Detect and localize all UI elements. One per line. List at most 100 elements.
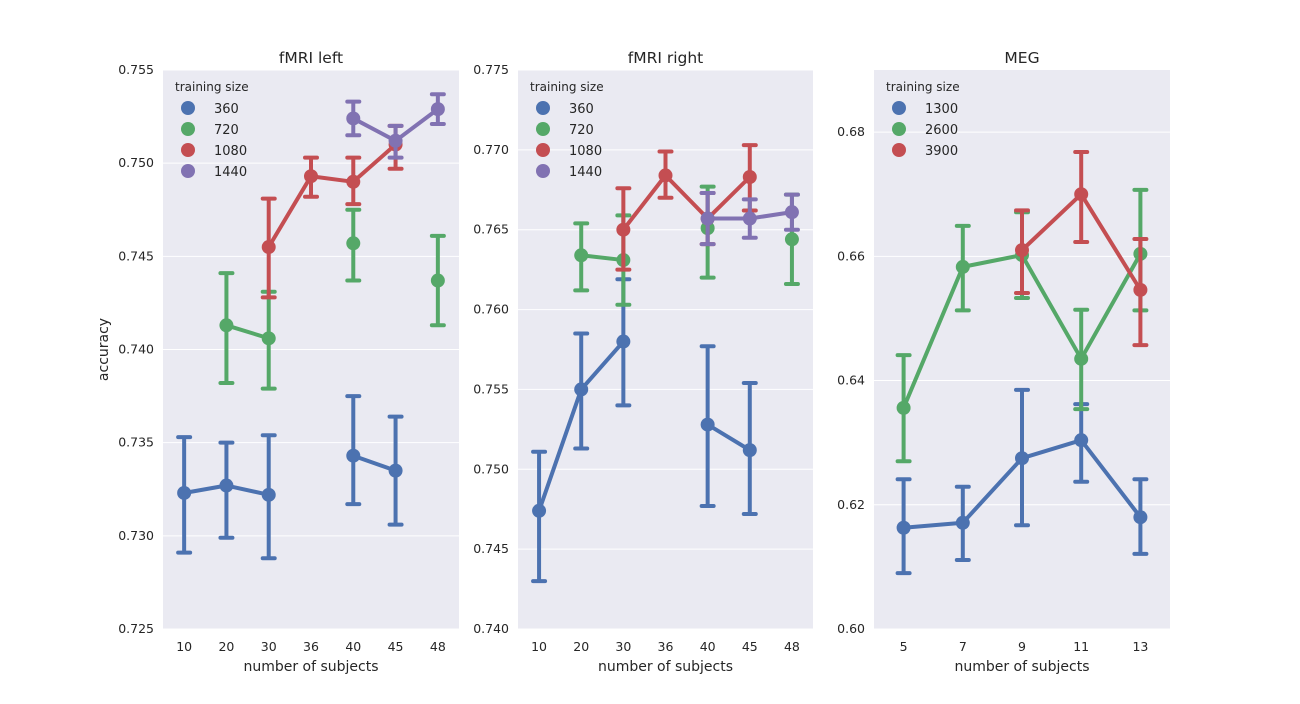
data-point (219, 478, 234, 493)
x-tick-labels: 5 7 9 11 13 (900, 639, 1149, 654)
x-tick-label: 45 (388, 639, 404, 654)
legend-marker (536, 143, 550, 157)
data-point (346, 174, 361, 189)
panel-title: fMRI right (628, 49, 704, 67)
legend-marker (181, 122, 195, 136)
legend-marker (892, 143, 906, 157)
legend-item-1080: 1080 (536, 143, 602, 159)
y-tick-label: 0.66 (837, 248, 865, 263)
x-tick-label: 48 (784, 639, 800, 654)
data-point (261, 487, 276, 502)
y-tick-label: 0.755 (118, 62, 154, 77)
y-tick-label: 0.760 (473, 302, 509, 317)
y-tick-label: 0.725 (118, 621, 154, 636)
legend-label: 1440 (569, 165, 602, 180)
y-tick-labels: 0.725 0.730 0.735 0.740 0.745 0.750 0.755 (118, 62, 154, 636)
legend-item-1440: 1440 (536, 164, 602, 180)
panel-title: MEG (1004, 49, 1039, 67)
legend-label: 1080 (569, 144, 602, 159)
data-point (1015, 243, 1029, 258)
data-point (388, 133, 403, 148)
legend-item-720: 720 (536, 122, 594, 138)
data-point (896, 400, 911, 415)
legend-label: 1080 (214, 144, 247, 159)
series-line (351, 453, 398, 473)
legend-item-360: 360 (181, 101, 239, 117)
axes-background (874, 70, 1170, 629)
series-line (705, 422, 752, 453)
x-tick-label: 30 (261, 639, 277, 654)
data-point (219, 318, 234, 333)
panel-fmri-left: 0.725 0.730 0.735 0.740 0.745 0.750 0.755 10 20… (96, 49, 459, 675)
x-tick-label: 7 (959, 639, 967, 654)
data-point (896, 520, 911, 535)
panel-meg: 0.60 0.62 0.64 0.66 0.68 5 7 9 11 13 training si… (837, 49, 1170, 675)
data-point (346, 236, 361, 251)
data-point (955, 515, 970, 530)
series-1080 (260, 123, 404, 300)
data-point (346, 111, 361, 126)
series-3900 (1014, 149, 1149, 348)
legend-item-1300: 1300 (892, 101, 958, 117)
x-tick-label: 30 (615, 639, 631, 654)
data-point (784, 205, 799, 220)
y-tick-label: 0.750 (118, 155, 154, 170)
x-tick-label: 45 (742, 639, 758, 654)
data-point (700, 417, 715, 432)
data-point (532, 503, 547, 518)
series-1440 (699, 190, 800, 247)
legend-item-360: 360 (536, 101, 594, 117)
legend-label: 360 (569, 102, 594, 117)
legend-marker (181, 143, 195, 157)
data-point (700, 211, 715, 226)
x-axis-label: number of subjects (243, 659, 378, 675)
legend-marker (892, 122, 906, 136)
legend-label: 1440 (214, 165, 247, 180)
y-tick-label: 0.765 (473, 222, 509, 237)
data-point (616, 334, 631, 349)
series-1440 (345, 92, 446, 160)
legend-title: training size (175, 80, 249, 94)
data-point (346, 448, 361, 463)
x-tick-label: 40 (700, 639, 716, 654)
data-point (742, 170, 757, 185)
series-360 (531, 277, 758, 584)
data-point (616, 222, 631, 237)
x-tick-label: 36 (303, 639, 319, 654)
y-tick-label: 0.64 (837, 373, 865, 388)
data-point (1133, 510, 1148, 525)
legend-title: training size (886, 80, 960, 94)
legend-marker (536, 122, 550, 136)
data-point (742, 211, 757, 226)
x-tick-label: 13 (1132, 639, 1148, 654)
y-tick-label: 0.745 (118, 248, 154, 263)
data-point (1074, 433, 1089, 448)
x-tick-labels: 10 20 30 36 40 45 48 (176, 639, 446, 654)
series-360 (176, 394, 404, 561)
data-point (574, 248, 589, 263)
y-tick-label: 0.750 (473, 461, 509, 476)
y-axis-label: accuracy (96, 318, 112, 381)
legend-marker (181, 101, 195, 115)
plot-area (531, 143, 800, 584)
data-point (177, 485, 192, 500)
legend-label: 720 (569, 123, 594, 138)
series-1300 (895, 387, 1149, 576)
y-tick-label: 0.68 (837, 124, 865, 139)
plot-area (895, 149, 1149, 576)
data-point (1015, 451, 1029, 466)
x-tick-label: 36 (658, 639, 674, 654)
y-tick-label: 0.740 (118, 342, 154, 357)
data-point (955, 259, 970, 274)
legend: training size 360 720 1080 1440 (530, 80, 604, 180)
data-point (784, 232, 799, 247)
legend-item-1080: 1080 (181, 143, 247, 159)
x-tick-labels: 10 20 30 36 40 45 48 (531, 639, 800, 654)
plot-area (176, 92, 446, 561)
legend-label: 2600 (925, 123, 958, 138)
y-tick-label: 0.770 (473, 142, 509, 157)
series-line (621, 173, 752, 232)
legend-marker (536, 164, 550, 178)
